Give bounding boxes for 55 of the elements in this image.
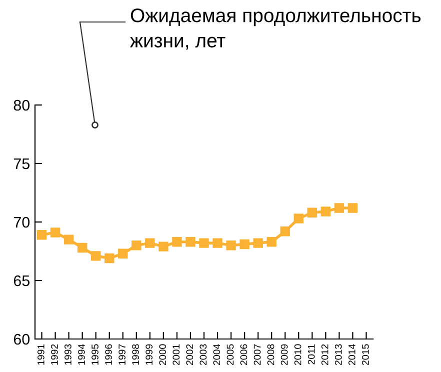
x-tick-label: 1996 xyxy=(105,344,112,365)
x-tick-label: 1991 xyxy=(37,344,44,365)
x-tick-label: 1995 xyxy=(92,344,98,365)
x-tick-label: 2010 xyxy=(294,344,302,365)
x-tick-label: 2005 xyxy=(226,344,234,365)
x-tick-label: 2013 xyxy=(334,344,342,365)
x-tick-label: 2012 xyxy=(321,344,328,365)
point xyxy=(64,234,74,244)
x-tick-label: 2001 xyxy=(172,344,180,365)
x-tick-label: 2011 xyxy=(308,344,315,364)
x-tick-label: 2007 xyxy=(254,344,261,365)
x-tick-label: 2014 xyxy=(348,344,356,365)
x-tick-label: 1998 xyxy=(132,344,140,365)
x-tick-label: 1993 xyxy=(64,344,72,365)
point xyxy=(294,214,304,224)
x-tick-label: 1992 xyxy=(51,344,58,365)
point xyxy=(145,238,155,248)
point xyxy=(36,230,47,240)
x-tick-label: 1994 xyxy=(78,344,85,365)
x-tick-label: 2008 xyxy=(267,344,274,365)
point xyxy=(104,253,114,264)
point xyxy=(253,238,263,248)
x-tick-label: 2002 xyxy=(186,344,194,365)
point xyxy=(172,237,182,247)
x-tick-label: 1997 xyxy=(118,344,126,365)
point xyxy=(158,242,168,252)
x-tick-label: 2004 xyxy=(213,344,220,365)
point xyxy=(199,238,209,248)
point xyxy=(334,203,344,213)
point xyxy=(320,206,331,216)
point xyxy=(348,203,358,213)
x-tick-label: 2009 xyxy=(280,344,288,365)
point xyxy=(132,240,142,250)
point xyxy=(307,208,318,218)
y-tick-label: 70 xyxy=(14,216,30,228)
x-tick-label: 2015 xyxy=(362,344,369,365)
chart-title: Ожидаемая продолжительность жизни, лет xyxy=(130,8,421,50)
x-tick-label: 2006 xyxy=(240,344,248,365)
point xyxy=(240,239,250,250)
point xyxy=(280,226,290,236)
x-tick-label: 1999 xyxy=(146,344,153,365)
y-tick-label: 65 xyxy=(14,275,30,286)
point xyxy=(226,240,236,250)
y-tick-label: 60 xyxy=(14,334,30,345)
point xyxy=(186,237,196,247)
y-tick-label: 80 xyxy=(14,100,30,111)
point xyxy=(50,228,60,238)
point xyxy=(90,251,101,261)
y-tick-label: 75 xyxy=(14,158,30,170)
point xyxy=(212,238,222,248)
point xyxy=(77,242,88,253)
point xyxy=(266,237,276,247)
x-tick-label: 2003 xyxy=(200,344,207,365)
point xyxy=(118,248,128,258)
x-tick-label: 2000 xyxy=(159,344,166,365)
